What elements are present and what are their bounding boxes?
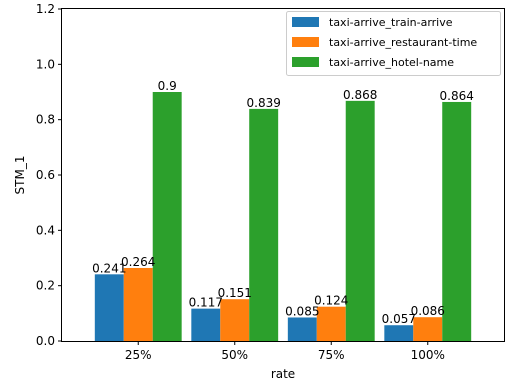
bar — [345, 100, 375, 341]
x-axis-label: rate — [271, 367, 295, 381]
ticks-layer: 0.0 0.2 0.4 0.6 0.8 1.0 1.2 25% 50% 75% 100% — [36, 2, 445, 362]
data-label: 0.086 — [411, 304, 445, 318]
y-axis-label: STM_1 — [13, 156, 27, 195]
bar — [442, 101, 472, 342]
data-label: 0.241 — [92, 261, 126, 275]
legend-frame — [286, 11, 501, 76]
x-tick-label: 75% — [318, 348, 345, 362]
legend: taxi-arrive_train-arrive taxi-arrive_rest… — [286, 11, 501, 76]
bar — [384, 325, 414, 341]
bar — [249, 108, 279, 341]
data-label: 0.9 — [158, 79, 177, 93]
legend-swatch — [292, 17, 319, 27]
bar — [316, 306, 346, 341]
legend-label: taxi-arrive_train-arrive — [329, 16, 453, 29]
y-tick-label: 0.0 — [36, 334, 55, 348]
data-label: 0.117 — [189, 296, 223, 310]
bar — [287, 317, 317, 341]
y-tick-label: 0.2 — [36, 279, 55, 293]
bar — [220, 299, 250, 341]
legend-label: taxi-arrive_hotel-name — [329, 56, 454, 69]
bar — [413, 317, 443, 341]
bar — [152, 92, 182, 341]
legend-swatch — [292, 37, 319, 47]
y-tick-label: 0.4 — [36, 223, 55, 237]
x-tick-label: 100% — [411, 348, 445, 362]
legend-swatch — [292, 57, 319, 67]
data-label: 0.057 — [382, 312, 416, 326]
bar — [191, 308, 221, 341]
y-tick-label: 1.2 — [36, 2, 55, 16]
x-tick-label: 25% — [125, 348, 152, 362]
legend-label: taxi-arrive_restaurant-time — [329, 36, 477, 49]
data-label: 0.264 — [121, 255, 155, 269]
data-label: 0.085 — [285, 304, 319, 318]
data-label: 0.124 — [314, 294, 348, 308]
y-tick-label: 0.6 — [36, 168, 55, 182]
bar — [94, 274, 124, 341]
data-labels-layer: 0.241 0.117 0.085 0.057 0.264 0.151 0.124 0.086… — [92, 79, 474, 326]
y-tick-label: 0.8 — [36, 113, 55, 127]
bars-layer — [94, 92, 472, 342]
x-tick-label: 50% — [221, 348, 248, 362]
y-tick-label: 1.0 — [36, 57, 55, 71]
data-label: 0.151 — [218, 286, 252, 300]
data-label: 0.839 — [247, 96, 281, 110]
data-label: 0.864 — [440, 89, 474, 103]
bar — [123, 267, 153, 341]
data-label: 0.868 — [343, 88, 377, 102]
